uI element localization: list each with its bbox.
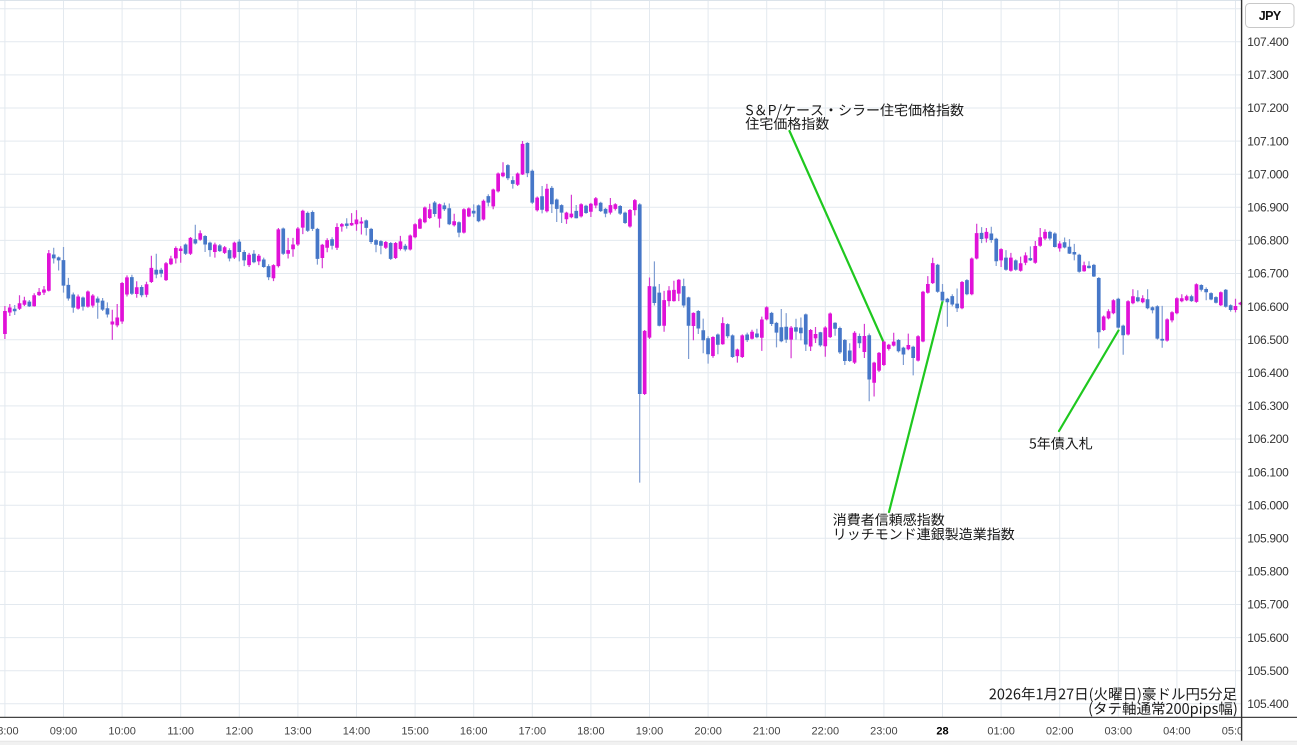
svg-text:106.700: 106.700 [1247,267,1289,281]
svg-text:16:00: 16:00 [460,726,488,738]
svg-text:15:00: 15:00 [401,726,429,738]
svg-text:107.300: 107.300 [1247,68,1289,82]
svg-text:14:00: 14:00 [343,726,371,738]
svg-text:107.100: 107.100 [1247,134,1289,148]
svg-text:105.600: 105.600 [1247,631,1289,645]
svg-text:09:00: 09:00 [50,726,78,738]
svg-text:106.900: 106.900 [1247,201,1289,215]
svg-text:106.300: 106.300 [1247,399,1289,413]
svg-text:107.000: 107.000 [1247,167,1289,181]
svg-text:105.400: 105.400 [1247,697,1289,711]
svg-text:106.000: 106.000 [1247,498,1289,512]
svg-text:21:00: 21:00 [753,726,781,738]
svg-text:JPY: JPY [1259,9,1282,23]
svg-text:106.600: 106.600 [1247,300,1289,314]
svg-text:08:00: 08:00 [0,726,19,738]
svg-text:105.700: 105.700 [1247,598,1289,612]
svg-text:107.400: 107.400 [1247,35,1289,49]
svg-text:11:00: 11:00 [167,726,194,738]
svg-text:20:00: 20:00 [694,726,722,738]
svg-text:10:00: 10:00 [108,726,136,738]
svg-text:19:00: 19:00 [636,726,664,738]
svg-text:18:00: 18:00 [577,726,605,738]
svg-text:107.200: 107.200 [1247,101,1289,115]
svg-text:04:00: 04:00 [1163,726,1191,738]
svg-text:22:00: 22:00 [812,726,840,738]
svg-text:12:00: 12:00 [226,726,254,738]
svg-text:05:00: 05:00 [1222,726,1250,738]
svg-text:106.400: 106.400 [1247,366,1289,380]
svg-text:106.200: 106.200 [1247,432,1289,446]
svg-text:105.800: 105.800 [1247,565,1289,579]
svg-text:106.100: 106.100 [1247,465,1289,479]
svg-text:106.500: 106.500 [1247,333,1289,347]
svg-text:02:00: 02:00 [1046,726,1074,738]
svg-text:01:00: 01:00 [987,726,1015,738]
svg-text:106.800: 106.800 [1247,234,1289,248]
svg-text:13:00: 13:00 [284,726,312,738]
svg-text:105.900: 105.900 [1247,532,1289,546]
svg-text:105.500: 105.500 [1247,664,1289,678]
svg-text:03:00: 03:00 [1105,726,1133,738]
svg-text:23:00: 23:00 [870,726,898,738]
svg-text:28: 28 [936,726,948,738]
svg-text:17:00: 17:00 [519,726,547,738]
